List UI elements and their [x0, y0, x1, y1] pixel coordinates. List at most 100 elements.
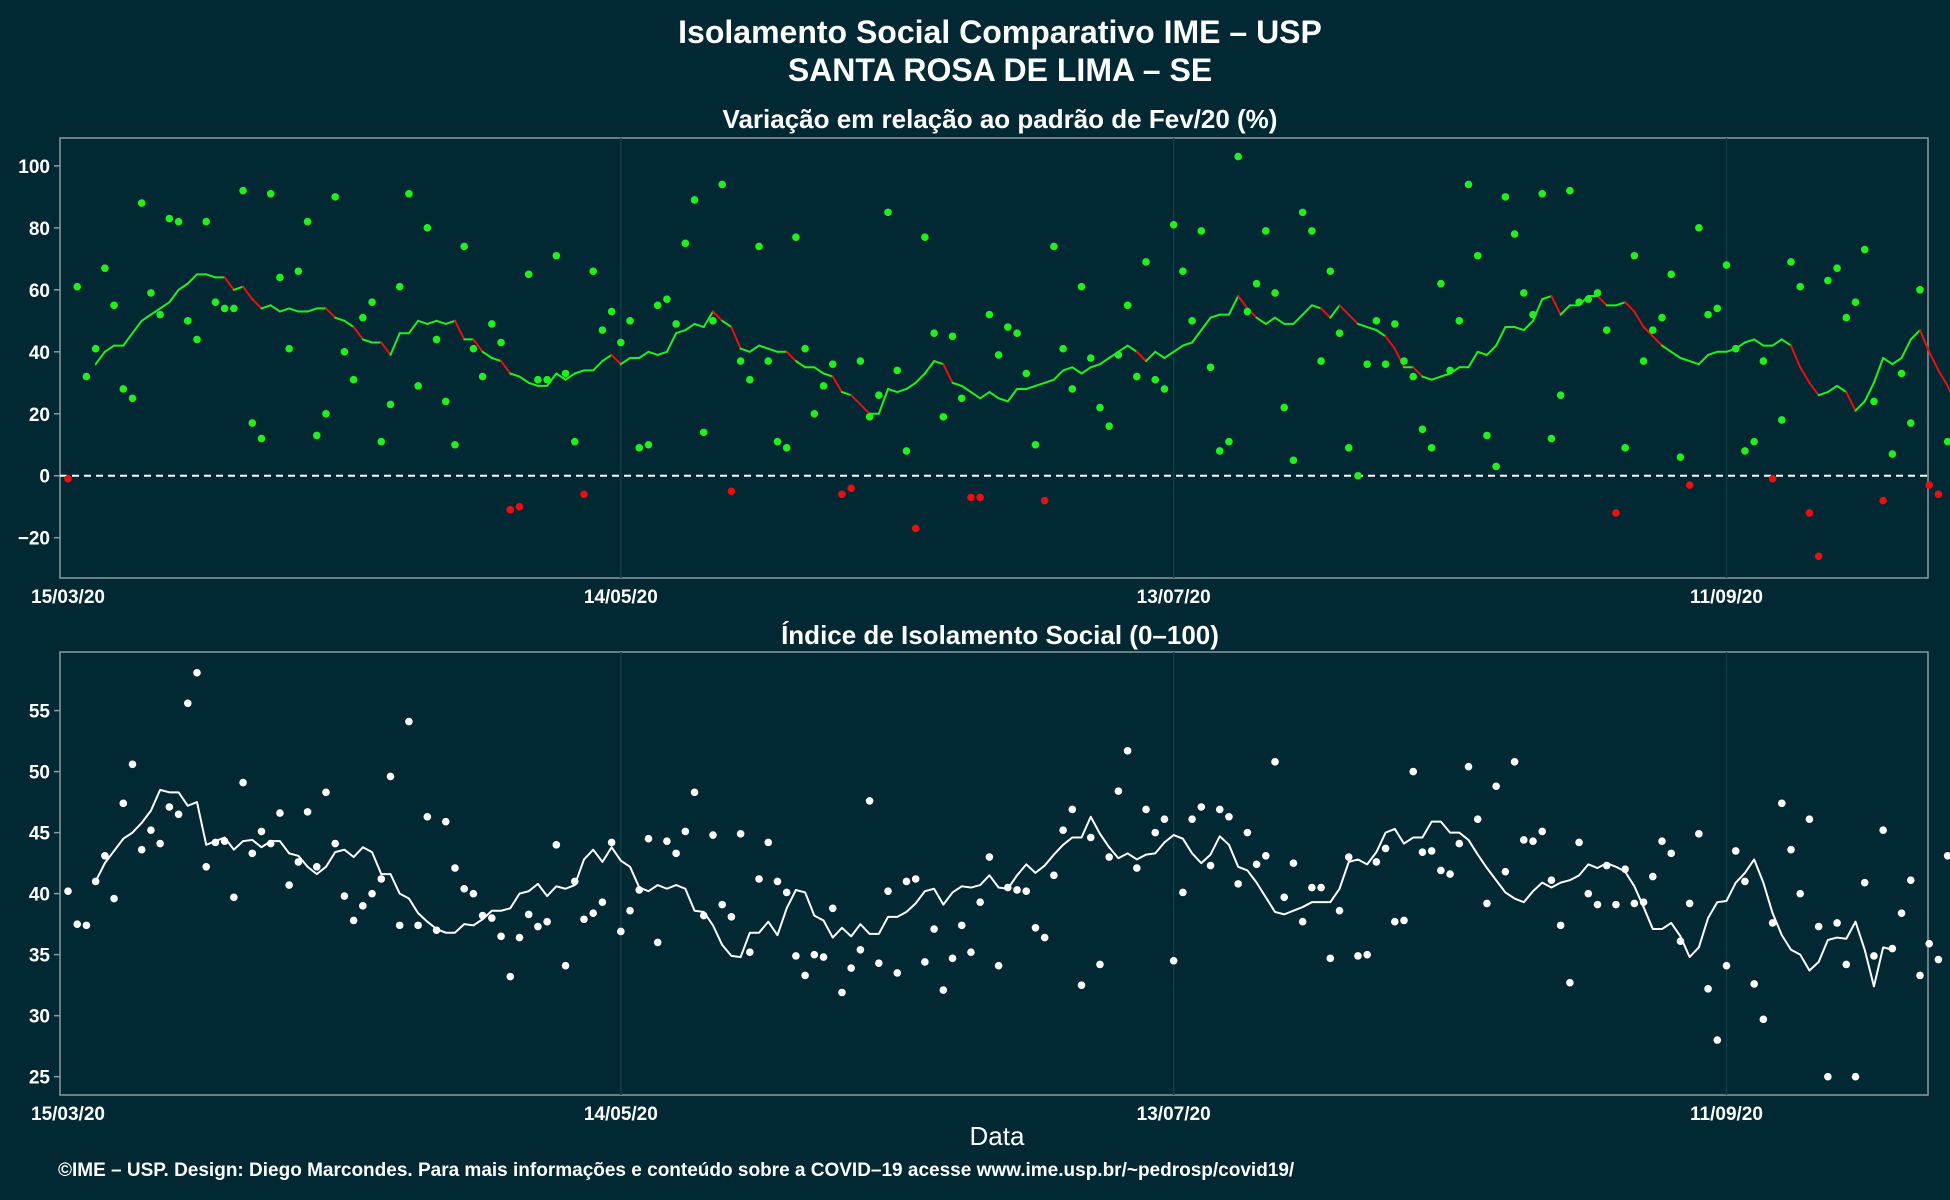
- data-point: [1492, 782, 1500, 791]
- data-point: [672, 320, 680, 328]
- data-point: [478, 911, 487, 920]
- rolling-mean-segment: [490, 357, 503, 363]
- data-point: [110, 301, 118, 310]
- data-point: [1142, 258, 1150, 266]
- data-point: [1648, 326, 1657, 334]
- data-point: [137, 199, 146, 207]
- data-point: [1160, 385, 1169, 393]
- data-point: [1704, 985, 1712, 993]
- rolling-mean-segment: [94, 350, 106, 366]
- data-point: [994, 961, 1003, 970]
- data-point: [1381, 844, 1390, 853]
- rolling-mean-segment: [813, 366, 825, 375]
- data-point: [1105, 853, 1113, 861]
- data-point: [1713, 304, 1722, 313]
- plot-frame: [59, 651, 1929, 1096]
- data-point: [1741, 877, 1749, 886]
- data-point: [1796, 889, 1805, 898]
- rolling-mean-segment: [1909, 329, 1921, 341]
- data-point: [948, 954, 957, 963]
- rolling-mean-segment: [1707, 350, 1719, 356]
- rolling-mean-segment: [887, 387, 899, 394]
- data-point: [580, 915, 588, 924]
- data-point: [82, 921, 91, 930]
- data-point: [110, 894, 118, 903]
- rolling-mean-segment: [896, 387, 908, 394]
- data-point: [1925, 939, 1934, 948]
- rolling-mean-segment: [1771, 338, 1783, 347]
- data-point: [128, 394, 137, 403]
- data-point: [782, 888, 791, 897]
- data-point: [1750, 980, 1758, 988]
- rolling-mean-segment: [1117, 344, 1129, 353]
- data-point: [1814, 922, 1823, 931]
- data-point: [1004, 323, 1012, 331]
- data-point: [1501, 867, 1510, 876]
- data-point: [165, 803, 174, 811]
- data-point: [1860, 245, 1869, 254]
- data-point: [248, 849, 257, 858]
- data-point: [1547, 434, 1556, 443]
- rolling-mean-segment: [1347, 313, 1359, 325]
- data-point: [395, 282, 404, 291]
- data-point: [746, 948, 754, 957]
- data-point: [1842, 313, 1851, 322]
- data-point: [359, 313, 367, 322]
- data-point: [64, 475, 72, 483]
- data-point: [1418, 425, 1427, 434]
- data-point: [1759, 357, 1768, 365]
- rolling-mean-segment: [1384, 335, 1396, 350]
- rolling-mean-segment: [555, 372, 567, 381]
- data-point: [377, 437, 386, 446]
- data-point: [1630, 251, 1639, 260]
- data-point: [1584, 889, 1593, 898]
- y-tick-label: 0: [39, 467, 50, 488]
- data-point: [101, 852, 109, 860]
- data-point: [930, 925, 938, 933]
- rolling-mean-segment: [186, 273, 198, 285]
- data-point: [1446, 366, 1454, 375]
- rolling-mean-segment: [1439, 372, 1452, 378]
- data-point: [1437, 279, 1445, 288]
- rolling-mean-segment: [352, 326, 364, 341]
- data-point: [948, 332, 957, 341]
- data-point: [1888, 450, 1897, 458]
- data-point: [1483, 431, 1491, 440]
- data-point: [875, 391, 883, 399]
- rolling-mean-segment: [518, 375, 530, 384]
- data-point: [478, 372, 487, 381]
- rolling-mean-segment: [1596, 295, 1608, 307]
- rolling-mean-segment: [1034, 381, 1046, 387]
- data-point: [580, 490, 588, 499]
- data-point: [1188, 317, 1196, 325]
- rolling-mean-segment: [546, 372, 558, 387]
- data-point: [276, 809, 284, 817]
- data-point: [911, 875, 920, 883]
- data-point: [1455, 839, 1464, 848]
- data-point: [967, 948, 975, 957]
- rolling-mean-segment: [702, 310, 714, 329]
- data-point: [801, 344, 809, 353]
- rolling-mean-segment: [500, 360, 512, 375]
- data-point: [930, 329, 938, 338]
- data-point: [1446, 870, 1454, 878]
- rolling-mean-segment: [1624, 301, 1636, 313]
- data-point: [699, 911, 708, 920]
- x-tick-label: 15/03/20: [31, 1104, 105, 1125]
- rolling-mean-segment: [684, 322, 696, 332]
- data-point: [1925, 481, 1934, 489]
- data-point: [1160, 815, 1169, 823]
- data-point: [101, 264, 109, 272]
- data-point: [1206, 861, 1215, 870]
- data-point: [985, 310, 994, 319]
- data-point: [709, 831, 717, 839]
- data-point: [847, 484, 855, 492]
- rolling-mean-segment: [361, 338, 374, 344]
- data-point: [1759, 1015, 1768, 1024]
- data-point: [524, 270, 533, 279]
- data-point: [1906, 876, 1915, 885]
- data-point: [617, 338, 625, 347]
- rolling-mean-segment: [1661, 344, 1673, 353]
- data-point: [653, 938, 662, 947]
- rolling-mean-segment: [767, 347, 779, 353]
